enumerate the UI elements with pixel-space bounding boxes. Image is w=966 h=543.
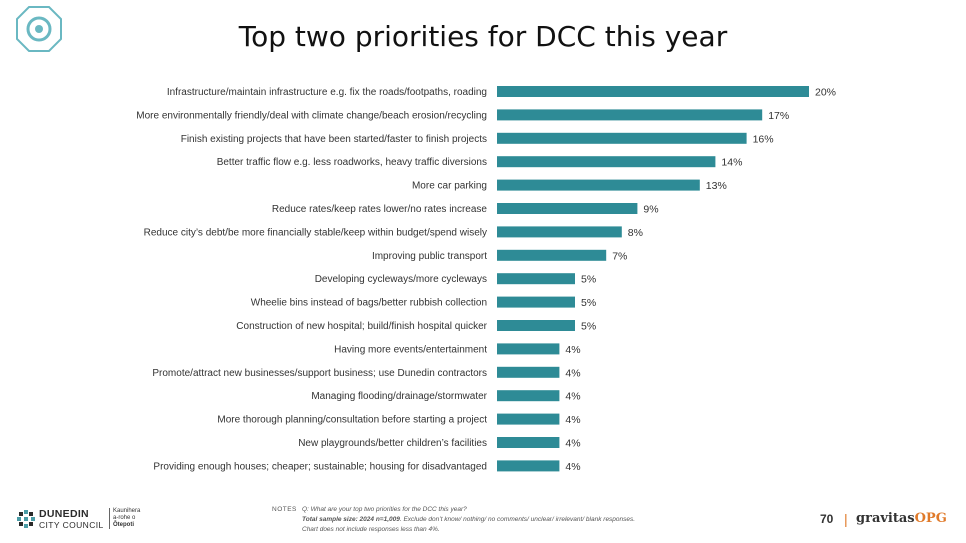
page-number: 70	[820, 512, 834, 526]
bar	[497, 366, 560, 378]
bar	[497, 179, 700, 191]
bar	[497, 86, 809, 97]
value-label: 4%	[565, 414, 580, 426]
footer-separator: |	[844, 511, 848, 527]
bar-chart: Infrastructure/maintain infrastructure e…	[136, 86, 836, 473]
council-name-line2: CITY COUNCIL	[39, 520, 104, 530]
category-label: Reduce rates/keep rates lower/no rates i…	[272, 204, 488, 215]
dcc-emblem-icon	[17, 510, 35, 528]
notes-question: Q: What are your top two priorities for …	[302, 506, 467, 513]
bar	[497, 132, 747, 144]
value-label: 5%	[581, 321, 596, 333]
value-label: 4%	[565, 367, 580, 379]
bar	[497, 390, 560, 402]
council-maori-name: Kaunihera a-rohe o Ōtepoti	[109, 508, 140, 529]
category-label: Reduce city’s debt/be more financially s…	[144, 227, 487, 238]
value-label: 5%	[581, 297, 596, 309]
category-label: Wheelie bins instead of bags/better rubb…	[251, 298, 487, 309]
bar	[497, 203, 638, 214]
notes-exclusions: . Exclude don’t know/ nothing/ no commen…	[399, 516, 636, 523]
value-label: 16%	[753, 133, 774, 145]
bar	[497, 437, 560, 448]
bar	[497, 460, 560, 472]
value-label: 4%	[565, 461, 580, 473]
value-label: 5%	[581, 274, 596, 286]
bar	[497, 343, 560, 355]
bar	[497, 296, 575, 308]
value-label: 4%	[565, 344, 580, 356]
value-label: 7%	[612, 250, 627, 262]
category-label: More environmentally friendly/deal with …	[136, 110, 487, 121]
value-label: 8%	[628, 227, 643, 239]
dcc-octagon-logo-icon	[16, 6, 62, 52]
value-label: 4%	[565, 391, 580, 403]
value-label: 17%	[768, 110, 789, 122]
council-name-line1: DUNEDIN	[39, 508, 89, 520]
category-label: Infrastructure/maintain infrastructure e…	[167, 87, 487, 98]
category-label: Construction of new hospital; build/fini…	[236, 321, 487, 332]
category-label: Finish existing projects that have been …	[181, 134, 487, 145]
notes-sample-size: Total sample size: 2024 n=1,009	[302, 516, 400, 523]
dunedin-city-council-logo: DUNEDIN CITY COUNCIL Kaunihera a-rohe o …	[17, 506, 157, 534]
value-label: 4%	[565, 438, 580, 450]
bar	[497, 413, 560, 425]
value-label: 13%	[706, 180, 727, 192]
bar	[497, 320, 575, 331]
value-label: 9%	[643, 204, 658, 216]
category-label: Having more events/entertainment	[334, 344, 487, 355]
category-label: More car parking	[412, 181, 487, 192]
category-label: Developing cycleways/more cycleways	[315, 274, 487, 285]
category-label: Improving public transport	[372, 251, 487, 262]
bar	[497, 273, 575, 285]
value-label: 14%	[721, 157, 742, 169]
bar	[497, 249, 607, 261]
category-label: Managing flooding/drainage/stormwater	[311, 391, 487, 402]
bar	[497, 226, 622, 238]
chart-title: Top two priorities for DCC this year	[238, 20, 728, 53]
category-label: New playgrounds/better children’s facili…	[298, 438, 487, 449]
category-label: Better traffic flow e.g. less roadworks,…	[217, 157, 487, 168]
value-label: 20%	[815, 87, 836, 99]
bar	[497, 156, 716, 168]
notes-chart-note: Chart does not include responses less th…	[302, 526, 440, 533]
category-label: Providing enough houses; cheaper; sustai…	[153, 461, 487, 472]
bar	[497, 109, 763, 121]
notes-label: NOTES	[272, 506, 297, 513]
gravitas-opg-logo: gravitasOPG	[856, 511, 947, 526]
category-label: More thorough planning/consultation befo…	[217, 415, 487, 426]
category-label: Promote/attract new businesses/support b…	[152, 368, 487, 379]
